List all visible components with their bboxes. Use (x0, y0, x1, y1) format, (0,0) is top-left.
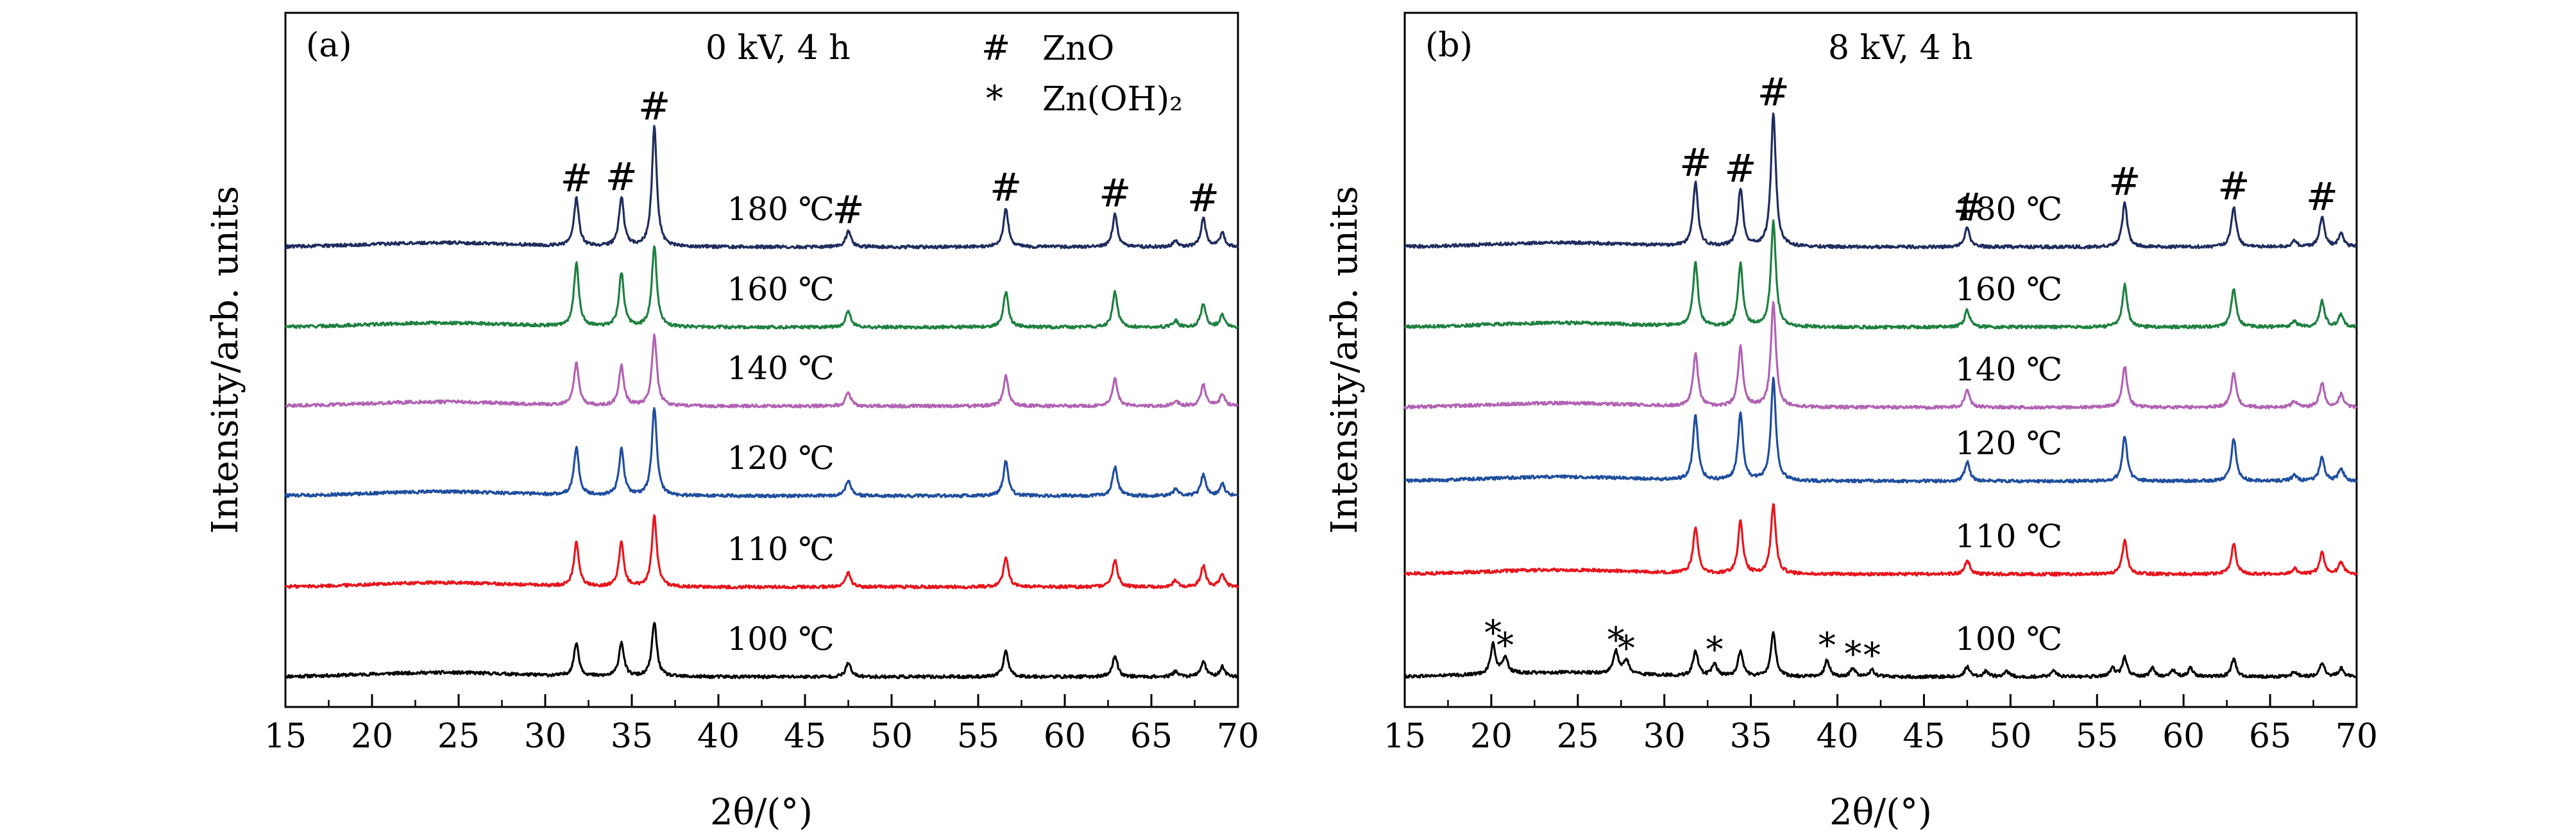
zno-peak-marker: # (2217, 164, 2250, 208)
x-tick-label: 40 (1816, 717, 1858, 756)
x-tick-label: 50 (870, 717, 913, 756)
zno-peak-marker: # (2108, 160, 2140, 205)
znoh2-peak-marker: * (1818, 626, 1836, 666)
series-label: 160 ℃ (1955, 271, 2062, 308)
series-curve-180c (284, 124, 1239, 250)
panel-a-label: (a) (306, 26, 352, 65)
x-tick-label: 25 (1557, 717, 1599, 756)
panel-b-y-axis-title: Intensity/arb. units (1324, 186, 1366, 534)
zno-peak-marker: # (560, 156, 592, 201)
series-curve-110c (284, 514, 1239, 590)
x-tick-label: 70 (2335, 717, 2378, 756)
panel-b-curves (1403, 112, 2358, 679)
x-tick-label: 20 (1470, 717, 1513, 756)
znoh2-peak-marker: * (1706, 629, 1723, 670)
panel-b: 15 20 25 30 35 40 45 50 55 60 65 70 100 ℃ 110 ℃ 120 ℃… (1324, 12, 2378, 833)
panel-b-peak-markers: # #### # #** ** * * * * (1484, 70, 2338, 676)
panel-a-y-axis-title: Intensity/arb. units (205, 186, 246, 534)
znoh2-peak-marker: * (1863, 635, 1881, 676)
series-label: 110 ℃ (727, 531, 835, 568)
znoh2-peak-marker: * (1484, 613, 1502, 653)
series-label: 180 ℃ (727, 191, 835, 228)
x-tick-label: 55 (957, 717, 999, 756)
zno-peak-marker: # (832, 188, 864, 233)
znoh2-peak-marker: * (1618, 628, 1635, 668)
x-tick-label: 25 (437, 717, 480, 756)
series-label: 180 ℃ (1955, 191, 2062, 228)
series-curve-120c (284, 407, 1239, 498)
legend-znoh2-label: Zn(OH)₂ (1042, 80, 1183, 119)
x-tick-label: 30 (524, 717, 566, 756)
x-tick-label: 15 (264, 717, 307, 756)
series-curve-110c (1403, 503, 2358, 577)
panel-a-series-labels: 100 ℃ 110 ℃ 120 ℃ 140 ℃ 160 ℃ 180 ℃ (727, 191, 835, 658)
panel-b-label: (b) (1425, 26, 1473, 65)
panel-a-ticks: 15 20 25 30 35 40 45 50 55 60 65 70 (264, 694, 1259, 756)
series-label: 100 ℃ (727, 620, 835, 658)
x-tick-label: 40 (697, 717, 740, 756)
zno-peak-marker: # (1187, 176, 1219, 221)
legend-zno-label: ZnO (1042, 30, 1114, 68)
zno-peak-marker: # (1758, 70, 1790, 115)
series-label: 140 ℃ (1955, 351, 2062, 388)
zno-peak-marker: # (606, 155, 638, 200)
panel-a-peak-markers: # #### # # (560, 84, 1219, 233)
series-label: 100 ℃ (1955, 620, 2062, 658)
legend-zno-symbol: # (981, 28, 1010, 68)
x-tick-label: 60 (2162, 717, 2205, 756)
series-curve-180c (1404, 112, 2357, 250)
zno-peak-marker: # (1953, 185, 1985, 230)
zno-peak-marker: # (990, 166, 1022, 210)
x-tick-label: 35 (1730, 717, 1772, 756)
x-tick-label: 70 (1217, 717, 1259, 756)
series-curve-120c (1404, 377, 2358, 484)
x-tick-label: 65 (2249, 717, 2291, 756)
legend-znoh2-symbol: * (986, 78, 1003, 119)
x-tick-label: 60 (1044, 717, 1086, 756)
legend: # ZnO * Zn(OH)₂ (981, 28, 1183, 119)
panel-a-x-axis-title: 2θ/(°) (710, 792, 813, 833)
x-tick-label: 45 (784, 717, 826, 756)
panel-b-x-axis-title: 2θ/(°) (1829, 792, 1932, 833)
x-tick-label: 20 (351, 717, 393, 756)
series-curve-140c (1403, 301, 2358, 410)
zno-peak-marker: # (2306, 174, 2338, 219)
panel-b-plot-frame (1403, 12, 2358, 708)
panel-b-title: 8 kV, 4 h (1828, 29, 1973, 67)
panel-a: 15 20 25 30 35 40 45 50 55 60 65 70 100 ℃ 110 ℃ 120 ℃… (205, 12, 1259, 833)
zno-peak-marker: # (638, 84, 670, 129)
series-label: 120 ℃ (1955, 425, 2062, 462)
panel-b-ticks: 15 20 25 30 35 40 45 50 55 60 65 70 (1384, 694, 2378, 756)
zno-peak-marker: # (1679, 140, 1711, 185)
znoh2-peak-marker: * (1844, 634, 1861, 674)
x-tick-label: 50 (1989, 717, 2031, 756)
series-curve-160c (284, 245, 1239, 330)
series-curve-100c (285, 622, 1239, 679)
series-label: 120 ℃ (727, 439, 835, 477)
x-tick-label: 55 (2076, 717, 2118, 756)
panel-b-series-labels: 100 ℃ 110 ℃ 120 ℃ 140 ℃ 160 ℃ 180 ℃ (1955, 191, 2062, 658)
series-curve-160c (1403, 219, 2357, 330)
x-tick-label: 45 (1902, 717, 1945, 756)
series-label: 110 ℃ (1955, 518, 2062, 555)
znoh2-peak-marker: * (1607, 620, 1625, 660)
series-curve-140c (285, 333, 1239, 409)
series-curve-100c (1403, 631, 2358, 679)
series-label: 160 ℃ (727, 271, 835, 308)
x-tick-label: 65 (1130, 717, 1173, 756)
panel-a-curves (284, 124, 1239, 679)
znoh2-peak-marker: * (1496, 626, 1514, 666)
x-tick-label: 35 (611, 717, 653, 756)
series-label: 140 ℃ (727, 350, 835, 387)
zno-peak-marker: # (1099, 171, 1131, 216)
x-tick-label: 15 (1384, 717, 1426, 756)
panel-a-title: 0 kV, 4 h (706, 29, 851, 67)
zno-peak-marker: # (1724, 146, 1756, 191)
x-tick-label: 30 (1643, 717, 1686, 756)
